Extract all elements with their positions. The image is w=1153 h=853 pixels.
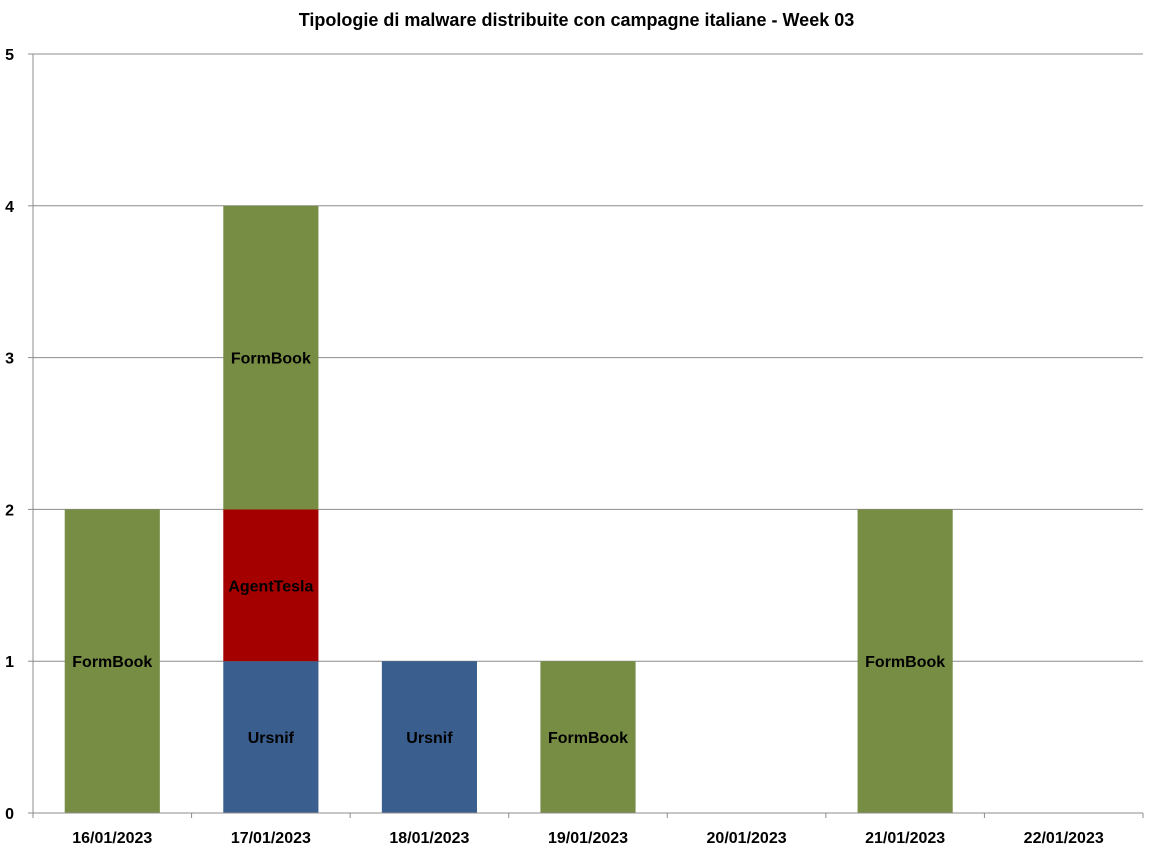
bar-segment [223,205,319,510]
bar-segment-label: FormBook [231,351,311,368]
segment-labels: FormBook Ursnif AgentTesla FormBook Ursnif Fo… [72,351,945,747]
x-tick-label: 16/01/2023 [72,830,152,847]
gridlines [33,53,1143,662]
chart-title: Tipologie di malware distribuite con cam… [298,10,855,30]
bar-segment-label: AgentTesla [228,578,313,595]
x-tick-label: 17/01/2023 [231,830,311,847]
x-tick-label: 20/01/2023 [707,830,787,847]
bars [64,205,953,813]
bar-segment [857,509,953,813]
bar-segment [381,661,477,813]
bar-segment [540,661,636,813]
x-tick-labels: 16/01/2023 17/01/2023 18/01/2023 19/01/2023… [72,830,1104,847]
y-tick-label: 5 [5,47,14,64]
axes [28,53,1144,818]
y-tick-label: 3 [5,351,14,368]
bar-segment-label: FormBook [548,730,628,747]
y-tick-label: 1 [5,654,14,671]
bar-segment [223,661,319,813]
bar-segment [223,509,319,662]
bar-segment-label: FormBook [72,654,152,671]
x-tick-label: 22/01/2023 [1024,830,1104,847]
x-tick-label: 19/01/2023 [548,830,628,847]
x-tick-label: 21/01/2023 [865,830,945,847]
bar-segment [64,509,160,813]
x-tick-label: 18/01/2023 [389,830,469,847]
bar-segment-label: FormBook [865,654,945,671]
bar-segment-label: Ursnif [248,730,295,747]
bar-segment-label: Ursnif [406,730,453,747]
y-tick-label: 0 [5,806,14,823]
y-tick-label: 2 [5,502,14,519]
y-tick-label: 4 [5,199,14,216]
y-tick-labels: 0 1 2 3 4 5 [5,47,14,823]
